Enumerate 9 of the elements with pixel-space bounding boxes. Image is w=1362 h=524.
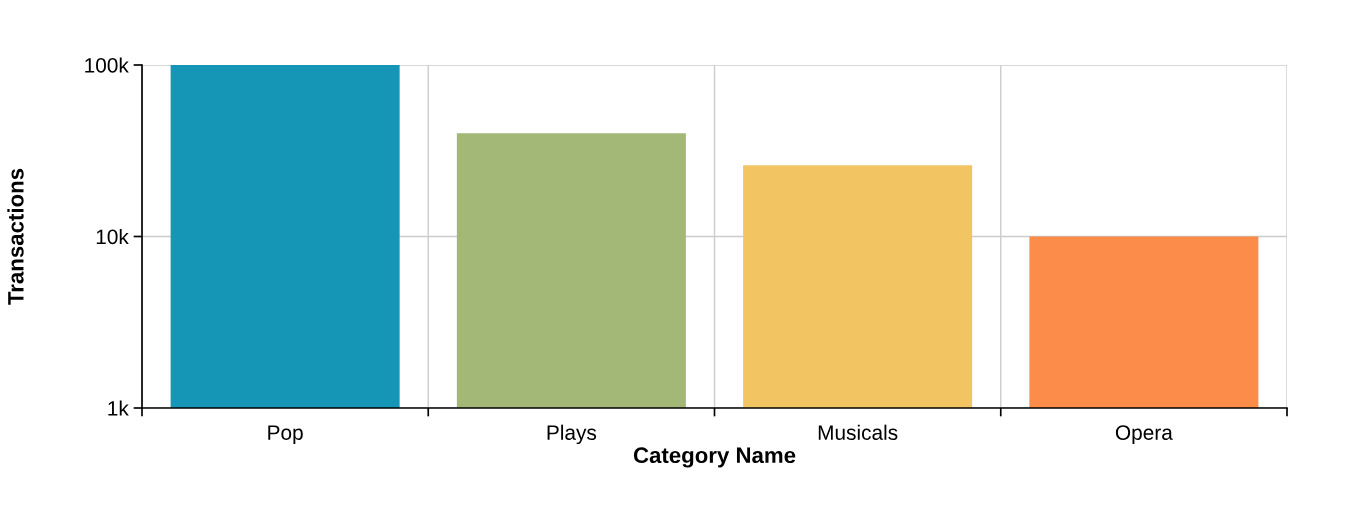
- y-tick-label: 10k: [96, 228, 129, 245]
- x-tick-label: Plays: [547, 424, 597, 445]
- x-tick-label: Opera: [1115, 425, 1173, 445]
- x-axis-title: Category Name: [633, 447, 796, 468]
- y-tick-label: 1k: [108, 400, 129, 416]
- x-tick-label: Pop: [268, 425, 303, 445]
- x-tick-label: Musicals: [818, 424, 898, 440]
- y-axis-title: Transactions: [7, 168, 24, 305]
- y-tick-label: 100k: [85, 57, 129, 73]
